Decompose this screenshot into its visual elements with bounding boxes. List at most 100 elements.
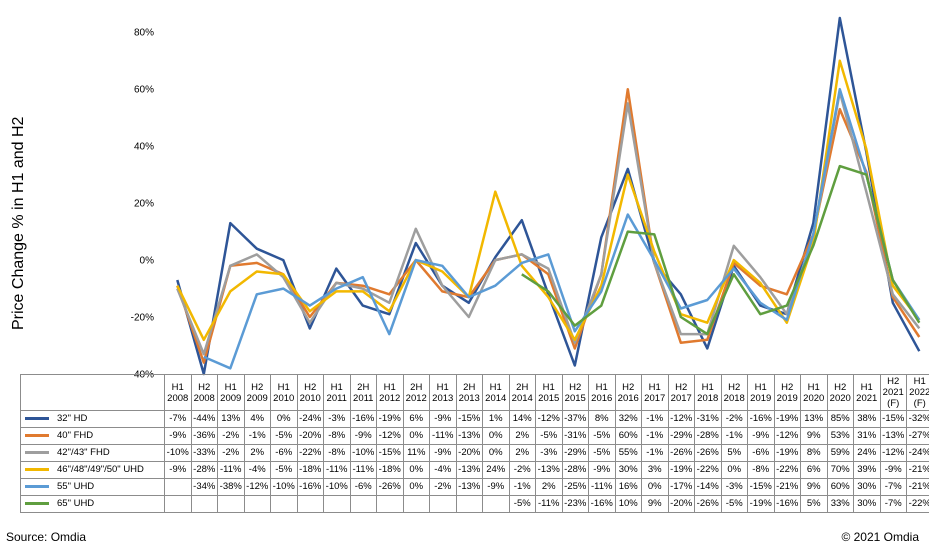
legend-cell: 65" UHD: [20, 495, 165, 513]
value-cell: -38%: [217, 478, 245, 496]
period-header-part: 2020: [829, 392, 851, 404]
legend-key: [25, 501, 49, 505]
table-header-row: H1 2008 H2 2008 H1 2009 H2 2009 H1 2010 H2 2010 H1 20…: [20, 374, 929, 411]
value-cell: -11%: [217, 461, 245, 479]
value-cell: -26%: [667, 444, 695, 462]
value-cell: [296, 495, 324, 513]
table-row: 40" FHD -9% -36% -2% -1% -5% -20% -8% -9% -12% 0% -…: [20, 427, 929, 445]
period-header: H1 2009: [217, 374, 245, 411]
period-header-part: H2: [781, 381, 794, 393]
value-cell: -20%: [296, 427, 324, 445]
period-header-part: H1: [648, 381, 661, 393]
y-tick-label: 40%: [134, 142, 154, 153]
value-cell: 55%: [614, 444, 642, 462]
value-cell: -11%: [429, 427, 457, 445]
period-header-part: H1: [807, 381, 820, 393]
value-cell: 16%: [614, 478, 642, 496]
legend-label: 40" FHD: [57, 430, 94, 441]
value-cell: -21%: [906, 478, 929, 496]
value-cell: -29%: [561, 444, 589, 462]
period-header-part: H1: [860, 381, 873, 393]
period-header: H2 2008: [190, 374, 218, 411]
period-header-part: 2021: [882, 387, 904, 398]
value-cell: -13%: [879, 427, 907, 445]
value-cell: -16%: [588, 495, 616, 513]
value-cell: 2%: [508, 444, 536, 462]
value-cell: -6%: [747, 444, 775, 462]
value-cell: -31%: [694, 410, 722, 428]
series-lines: [176, 16, 921, 376]
period-header: H2 2020: [826, 374, 854, 411]
period-header: H1 2011: [323, 374, 351, 411]
value-cell: -9%: [879, 461, 907, 479]
value-cell: 0%: [720, 461, 748, 479]
value-cell: [243, 495, 271, 513]
value-cell: -7%: [164, 410, 192, 428]
period-header: H2 2016: [614, 374, 642, 411]
value-cell: 4%: [243, 410, 271, 428]
value-cell: -33%: [190, 444, 218, 462]
table-corner-cell: [20, 374, 165, 411]
period-header-part: H1: [224, 381, 237, 393]
value-cell: 2%: [508, 427, 536, 445]
period-header: H1 2017: [641, 374, 669, 411]
period-header-part: 2015: [538, 392, 560, 404]
period-header: 2H 2011: [349, 374, 377, 411]
value-cell: -18%: [296, 461, 324, 479]
period-header-part: 2011: [353, 392, 374, 404]
source-note: Source: Omdia: [6, 530, 87, 544]
table-row: 65" UHD -5% -11% -23% -16% 10% 9% -20% -26% -5% -1…: [20, 495, 929, 513]
value-cell: -12%: [376, 427, 404, 445]
value-cell: -26%: [694, 495, 722, 513]
value-cell: -13%: [455, 427, 483, 445]
period-header: 2H 2012: [402, 374, 430, 411]
value-cell: 9%: [800, 427, 828, 445]
period-header: 2H 2014: [508, 374, 536, 411]
value-cell: -25%: [561, 478, 589, 496]
period-header-part: 2019: [750, 392, 772, 404]
value-cell: -3%: [720, 478, 748, 496]
value-cell: [429, 495, 457, 513]
period-header-part: 2014: [511, 392, 533, 404]
period-header: H1 2012: [376, 374, 404, 411]
table-row: 32" HD -7% -44% 13% 4% 0% -24% -3% -16% -19% 6% -9%…: [20, 410, 929, 428]
period-header-part: H2: [251, 381, 264, 393]
legend-cell: 32" HD: [20, 410, 165, 428]
table-row: 55" UHD -34% -38% -12% -10% -16% -10% -6% -26% 0%…: [20, 478, 929, 496]
value-cell: -12%: [535, 410, 563, 428]
period-header-part: H2: [304, 381, 317, 393]
period-header-part: 2021: [856, 392, 878, 404]
value-cell: 2%: [535, 478, 563, 496]
value-cell: -2%: [429, 478, 457, 496]
value-cell: -28%: [694, 427, 722, 445]
value-cell: -31%: [561, 427, 589, 445]
value-cell: -22%: [906, 495, 929, 513]
period-header-part: H1: [595, 381, 608, 393]
legend-cell: 46"/48"/49"/50" UHD: [20, 461, 165, 479]
value-cell: -5%: [270, 461, 298, 479]
value-cell: 3%: [641, 461, 669, 479]
value-cell: -22%: [296, 444, 324, 462]
series-line-4: [176, 59, 921, 342]
period-header: H2 2009: [243, 374, 271, 411]
value-cell: -26%: [376, 478, 404, 496]
value-cell: 8%: [800, 444, 828, 462]
value-cell: -16%: [773, 495, 801, 513]
value-cell: -22%: [694, 461, 722, 479]
value-cell: -18%: [376, 461, 404, 479]
value-cell: 0%: [270, 410, 298, 428]
value-cell: -4%: [429, 461, 457, 479]
y-tick-label: 0%: [140, 256, 155, 267]
value-cell: 32%: [614, 410, 642, 428]
value-cell: -11%: [349, 461, 377, 479]
y-tick-label: 60%: [134, 85, 154, 96]
period-header: H1 2022 (F): [906, 374, 929, 411]
value-cell: -19%: [747, 495, 775, 513]
value-cell: 11%: [402, 444, 430, 462]
period-header-part: 2017: [644, 392, 666, 404]
value-cell: -1%: [720, 427, 748, 445]
value-cell: -3%: [323, 410, 351, 428]
value-cell: 31%: [853, 427, 881, 445]
period-header-part: H1: [489, 381, 502, 393]
period-header-part: H1: [754, 381, 767, 393]
